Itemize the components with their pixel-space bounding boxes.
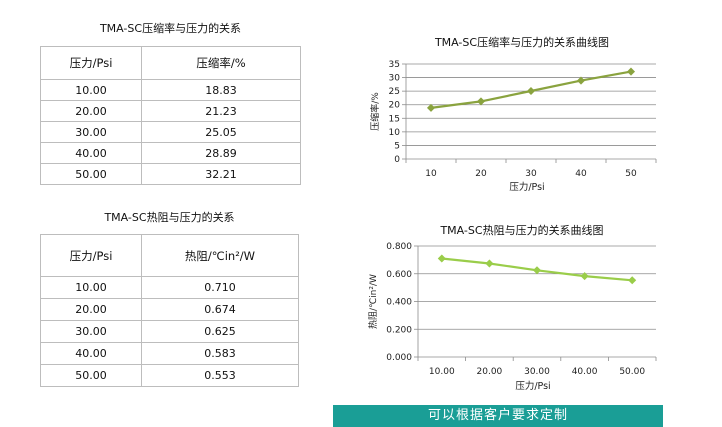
y-tick-label: 30 bbox=[389, 74, 401, 84]
x-tick-label: 30.00 bbox=[524, 367, 550, 377]
table-cell: 0.553 bbox=[141, 364, 299, 387]
table-cell: 32.21 bbox=[141, 163, 301, 185]
x-tick-label: 10 bbox=[425, 169, 437, 179]
table-cell: 50.00 bbox=[40, 364, 142, 387]
x-tick-label: 20 bbox=[475, 169, 487, 179]
y-tick-label: 0.000 bbox=[386, 353, 412, 363]
data-point bbox=[526, 86, 536, 96]
y-tick-label: 0.600 bbox=[386, 270, 412, 280]
x-axis-label: 压力/Psi bbox=[509, 181, 544, 193]
x-tick-label: 10.00 bbox=[429, 367, 455, 377]
table-header: 压力/Psi bbox=[40, 46, 142, 80]
x-axis-label: 压力/Psi bbox=[515, 380, 550, 392]
data-point bbox=[580, 272, 589, 281]
data-point bbox=[476, 97, 486, 106]
table1-title: TMA-SC压缩率与压力的关系 bbox=[99, 22, 242, 35]
y-tick-label: 0.400 bbox=[386, 298, 412, 308]
data-point bbox=[532, 266, 542, 275]
thermal-resistance-table: 压力/Psi 热阻/℃in²/W 10.00 0.710 20.00 0.674 3… bbox=[40, 234, 299, 387]
chart-title: TMA-SC压缩率与压力的关系曲线图 bbox=[434, 35, 609, 49]
y-tick-label: 15 bbox=[389, 114, 400, 124]
y-tick-label: 5 bbox=[394, 141, 400, 151]
chart-title: TMA-SC热阻与压力的关系曲线图 bbox=[439, 223, 603, 237]
x-tick-label: 30 bbox=[525, 169, 537, 179]
y-tick-label: 20 bbox=[389, 101, 401, 111]
y-tick-label: 35 bbox=[389, 60, 400, 70]
y-tick-label: 0 bbox=[394, 155, 400, 165]
x-tick-label: 20.00 bbox=[477, 367, 503, 377]
table-cell: 28.89 bbox=[141, 142, 301, 164]
table2-title: TMA-SC热阻与压力的关系 bbox=[104, 211, 235, 224]
x-tick-label: 50.00 bbox=[619, 367, 645, 377]
table-row: 50.00 0.553 bbox=[40, 364, 299, 387]
data-point bbox=[626, 67, 636, 76]
table-row: 20.00 21.23 bbox=[40, 100, 301, 122]
table-cell: 40.00 bbox=[40, 142, 142, 164]
data-point bbox=[437, 254, 446, 263]
table-row: 50.00 32.21 bbox=[40, 163, 301, 185]
y-axis-label: 热阻/℃in²/W bbox=[367, 274, 379, 329]
x-tick-label: 40 bbox=[575, 169, 587, 179]
y-tick-label: 10 bbox=[389, 128, 401, 138]
data-point bbox=[485, 259, 494, 268]
table-header: 压缩率/% bbox=[141, 46, 301, 80]
x-tick-label: 50 bbox=[625, 169, 637, 179]
table-header: 热阻/℃in²/W bbox=[141, 234, 299, 277]
y-tick-label: 25 bbox=[389, 87, 400, 97]
customization-banner: 可以根据客户要求定制 bbox=[333, 405, 663, 427]
data-point bbox=[576, 76, 586, 85]
table-row: 10.00 18.83 bbox=[40, 79, 301, 101]
table-cell: 50.00 bbox=[40, 163, 142, 185]
data-point bbox=[426, 103, 436, 112]
data-point bbox=[628, 276, 637, 285]
table-cell: 20.00 bbox=[40, 100, 142, 122]
y-tick-label: 0.800 bbox=[386, 242, 412, 252]
table-cell: 0.710 bbox=[141, 276, 299, 299]
table-row: 10.00 0.710 bbox=[40, 276, 299, 299]
compression-table: 压力/Psi 压缩率/% 10.00 18.83 20.00 21.23 30.00… bbox=[40, 46, 301, 185]
y-axis-label: 压缩率/% bbox=[369, 92, 381, 131]
x-tick-label: 40.00 bbox=[572, 367, 598, 377]
table-header: 压力/Psi bbox=[40, 234, 142, 277]
y-tick-label: 0.200 bbox=[386, 325, 412, 335]
table-row: 40.00 28.89 bbox=[40, 142, 301, 164]
